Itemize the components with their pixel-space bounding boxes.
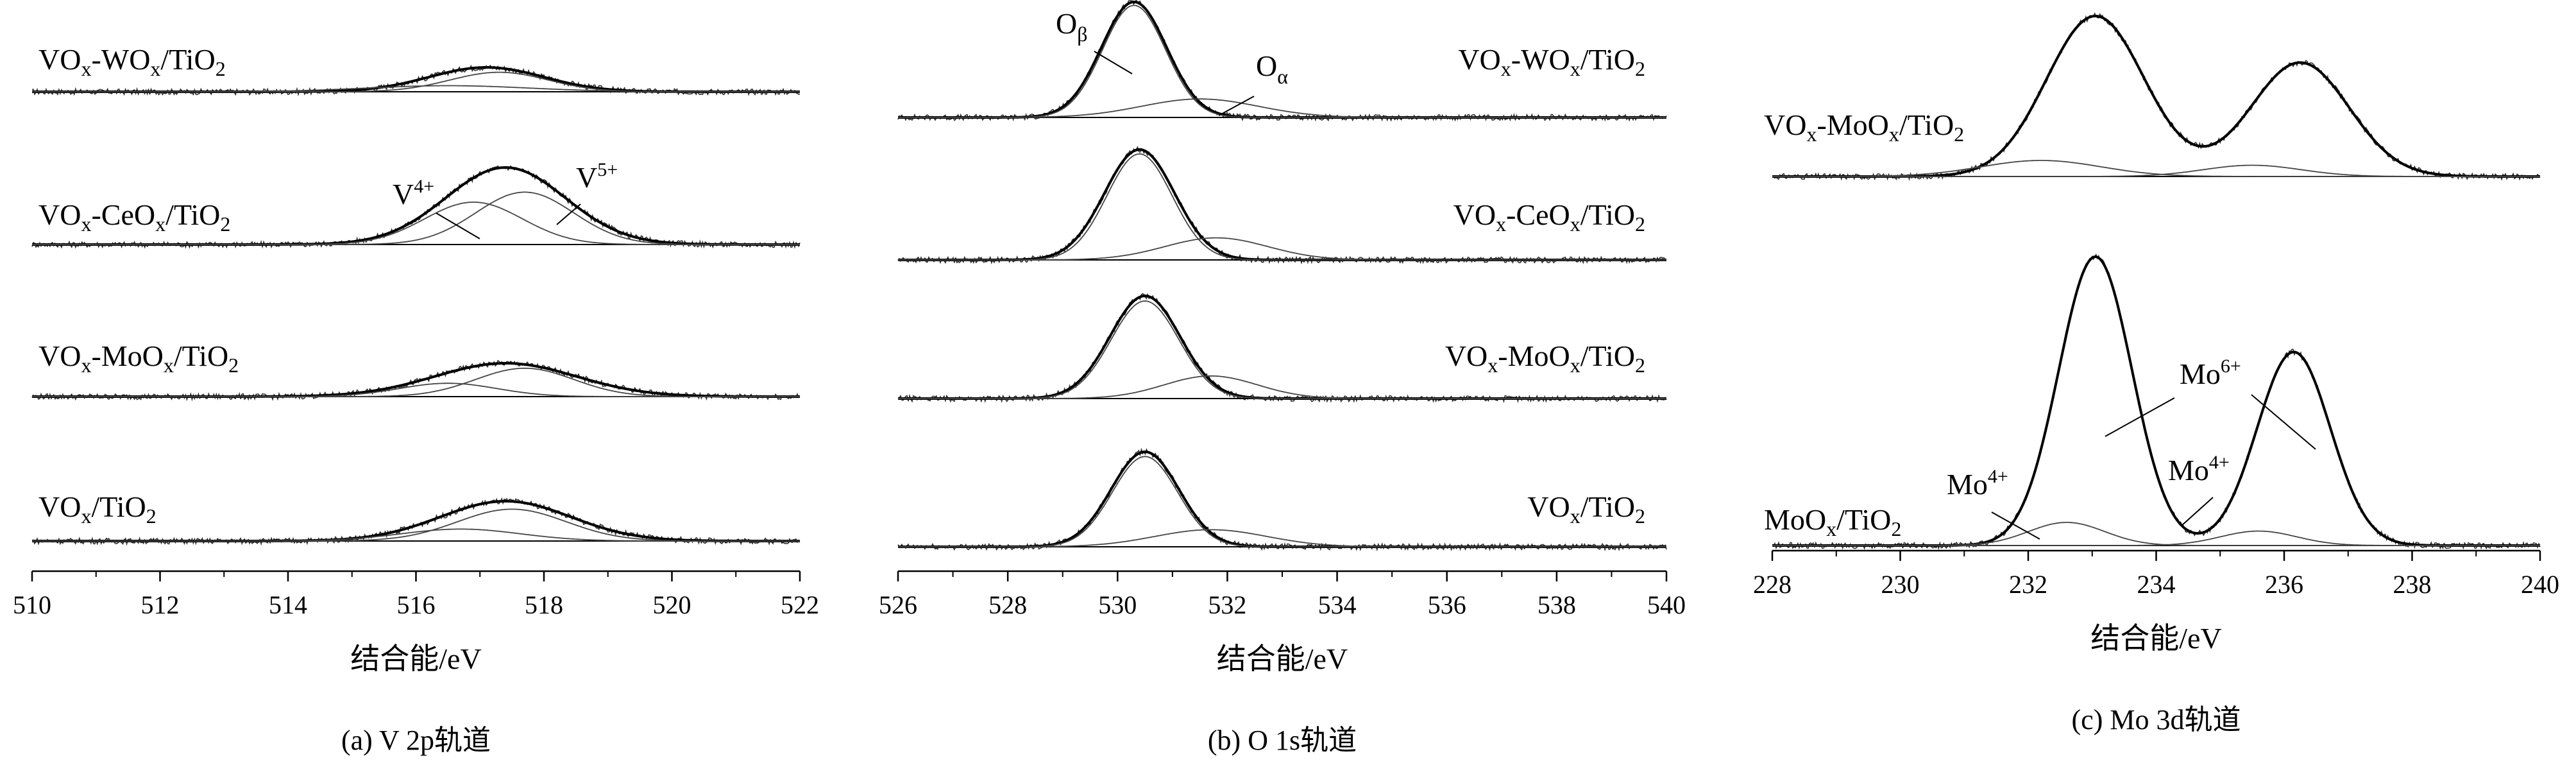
series-label: VOx-MoOx/TiO2: [1764, 108, 1964, 146]
component-peak-1: [898, 98, 1666, 118]
x-axis-label: 结合能/eV: [350, 642, 481, 675]
component-peak-1: [1772, 530, 2540, 546]
x-tick-label: 530: [1098, 590, 1137, 619]
x-tick-label: 240: [2521, 570, 2559, 599]
x-tick-label: 510: [13, 590, 51, 619]
chart-panel-2: 228 230 232 234 236 238 240 结合能/eV (c) Mo 3d轨道 VO…: [1753, 12, 2559, 735]
x-tick-label: 520: [653, 590, 691, 619]
x-tick-label: 518: [525, 590, 563, 619]
annotation-label: Oβ: [1056, 7, 1088, 46]
annotation-leader-line: [436, 212, 480, 239]
annotation-leader-line: [2180, 497, 2214, 527]
annotation-leader-line: [1094, 51, 1133, 74]
series-label: VOx-MoOx/TiO2: [38, 340, 239, 377]
annotation-label: V4+: [393, 176, 434, 211]
chart-panel-0: 510 512 514 516 518 520 522 结合能/eV (a) V 2p轨道 VOx…: [13, 43, 819, 756]
x-tick-label: 230: [1881, 570, 1920, 599]
annotation-leader-line: [556, 203, 581, 225]
x-tick-label: 536: [1428, 590, 1466, 619]
x-tick-label: 522: [781, 590, 819, 619]
x-tick-label: 514: [269, 590, 307, 619]
component-peak-1: [32, 367, 800, 397]
annotation-label: Mo4+: [1947, 466, 2008, 501]
x-tick-label: 234: [2137, 570, 2176, 599]
series-0: VOx-MoOx/TiO2: [1764, 12, 2541, 182]
annotation-leader-line: [1218, 96, 1255, 116]
series-1: VOx-CeOx/TiO2: [31, 165, 801, 249]
series-label: VOx-CeOx/TiO2: [1453, 198, 1645, 236]
raw-spectrum-line: [897, 0, 1667, 122]
annotation-label: Oα: [1256, 49, 1288, 88]
x-tick-label: 528: [988, 590, 1027, 619]
x-tick-label: 512: [141, 590, 180, 619]
component-peak-1: [898, 237, 1666, 261]
series-3: VOx/TiO2: [897, 447, 1667, 552]
component-peak-1: [898, 375, 1666, 399]
x-axis-label: 结合能/eV: [2090, 622, 2221, 655]
series-label: VOx-MoOx/TiO2: [1445, 340, 1645, 377]
series-1: MoOx/TiO2: [1764, 253, 2541, 550]
annotation-label: Mo4+: [2168, 452, 2230, 486]
chart-panel-1: 526 528 530 532 534 536 538 540 结合能/eV (b) O 1s轨道…: [879, 0, 1686, 756]
x-tick-label: 516: [397, 590, 436, 619]
x-tick-label: 232: [2009, 570, 2047, 599]
raw-spectrum-line: [897, 293, 1667, 404]
series-label: VOx/TiO2: [38, 490, 157, 528]
component-peak-1: [898, 529, 1666, 547]
panel-caption: (a) V 2p轨道: [341, 725, 491, 756]
component-peak-1: [1772, 164, 2540, 177]
x-tick-label: 238: [2393, 570, 2432, 599]
fitted-envelope-line: [1772, 15, 2540, 178]
series-2: VOx-MoOx/TiO2: [897, 293, 1667, 404]
annotation-leader-line: [2251, 394, 2316, 450]
component-peak-0: [1772, 160, 2540, 177]
series-1: VOx-CeOx/TiO2: [897, 146, 1667, 265]
fitted-envelope-line: [1772, 255, 2540, 547]
raw-spectrum-line: [1772, 12, 2541, 182]
series-2: VOx-MoOx/TiO2: [31, 340, 801, 402]
component-peak-1: [32, 191, 800, 245]
x-tick-label: 236: [2265, 570, 2303, 599]
series-label: VOx/TiO2: [1527, 490, 1645, 528]
component-peak-1: [32, 71, 800, 92]
series-label: VOx-CeOx/TiO2: [38, 198, 230, 236]
annotation-label: V5+: [576, 159, 618, 194]
x-tick-label: 526: [879, 590, 917, 619]
x-tick-label: 532: [1208, 590, 1246, 619]
x-tick-label: 538: [1538, 590, 1576, 619]
series-label: VOx-WOx/TiO2: [38, 43, 226, 80]
series-0: VOx-WOx/TiO2: [31, 43, 801, 97]
series-0: VOx-WOx/TiO2: [897, 0, 1667, 122]
panel-caption: (b) O 1s轨道: [1208, 725, 1357, 756]
x-tick-label: 228: [1753, 570, 1792, 599]
annotation-leader-line: [2105, 397, 2175, 437]
annotation-label: Mo6+: [2180, 356, 2241, 390]
x-tick-label: 540: [1647, 590, 1686, 619]
component-peak-1: [32, 508, 800, 542]
annotation-leader-line: [1991, 511, 2040, 540]
series-3: VOx/TiO2: [31, 490, 801, 546]
x-axis-label: 结合能/eV: [1217, 642, 1348, 675]
x-tick-label: 534: [1318, 590, 1357, 619]
series-label: VOx-WOx/TiO2: [1458, 43, 1645, 80]
panel-caption: (c) Mo 3d轨道: [2072, 704, 2241, 735]
series-label: MoOx/TiO2: [1764, 503, 1901, 540]
